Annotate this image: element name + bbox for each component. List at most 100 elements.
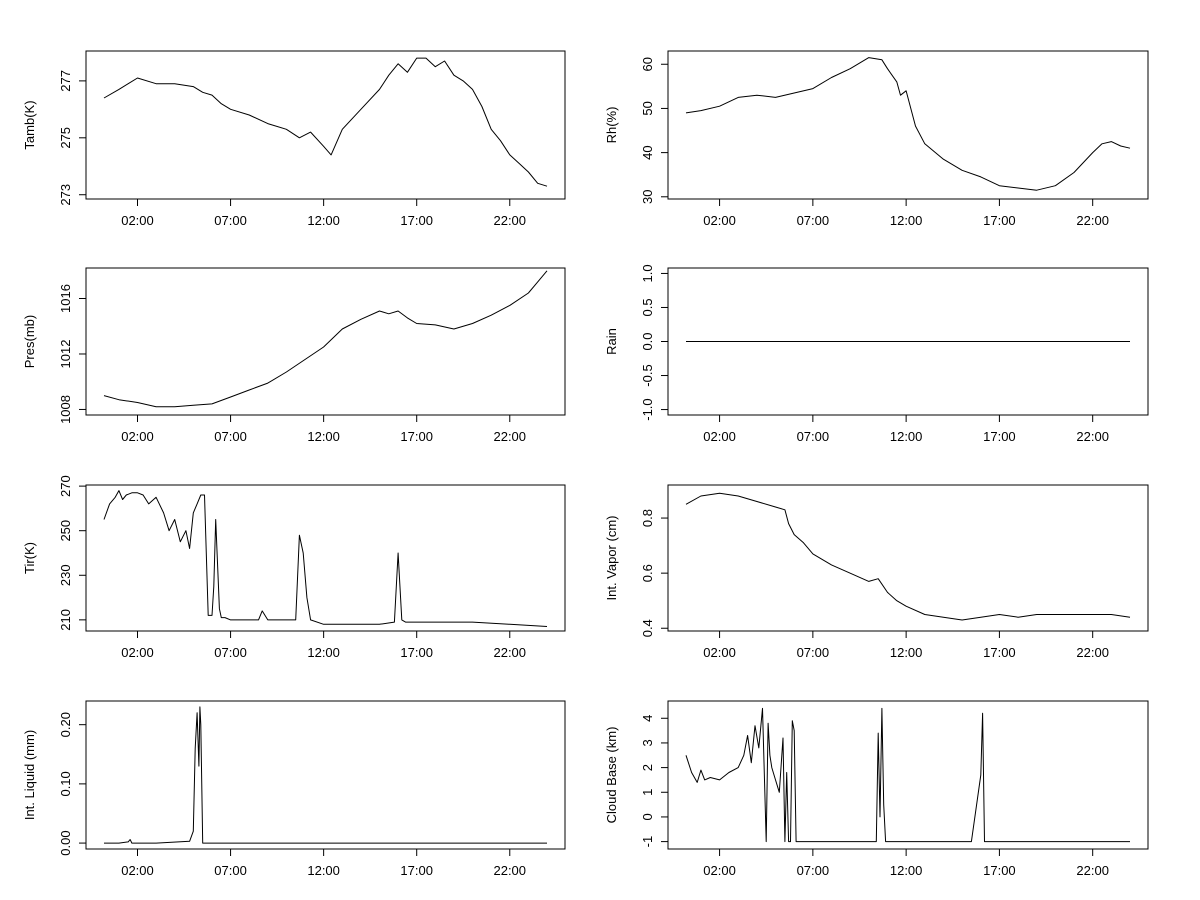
x-tick-label: 02:00 xyxy=(121,645,154,660)
y-tick-label: 4 xyxy=(640,715,655,722)
x-tick-label: 17:00 xyxy=(983,863,1016,878)
x-tick-label: 22:00 xyxy=(493,429,526,444)
plot-frame xyxy=(85,50,566,200)
x-tick-label: 12:00 xyxy=(307,863,340,878)
y-tick-label: 30 xyxy=(640,190,655,204)
y-tick-label: 0.20 xyxy=(58,712,73,737)
y-tick-label: 50 xyxy=(640,101,655,115)
x-tick-label: 07:00 xyxy=(214,863,247,878)
y-tick-label: 0.8 xyxy=(640,509,655,527)
x-tick-label: 07:00 xyxy=(214,213,247,228)
x-tick-label: 02:00 xyxy=(121,429,154,444)
x-tick-label: 22:00 xyxy=(493,863,526,878)
plot-frame xyxy=(85,484,566,632)
plot-frame xyxy=(667,50,1149,200)
x-tick-label: 17:00 xyxy=(400,213,433,228)
x-tick-label: 22:00 xyxy=(1076,429,1109,444)
x-tick-label: 22:00 xyxy=(493,213,526,228)
y-tick-label: 270 xyxy=(58,475,73,497)
x-tick-label: 07:00 xyxy=(797,213,830,228)
y-axis-label: Int. Vapor (cm) xyxy=(604,515,619,600)
y-tick-label: 277 xyxy=(58,70,73,92)
plot-frame xyxy=(667,700,1149,850)
panel-7: 02:00 07:00 12:00 17:00 22:00 0.00 0.10 0.20 Int… xyxy=(22,700,566,878)
panel-8: 02:00 07:00 12:00 17:00 22:00 -1 0 1 2 3 4 Cloud Ba… xyxy=(604,700,1149,878)
x-tick-label: 02:00 xyxy=(121,863,154,878)
x-tick-label: 12:00 xyxy=(307,645,340,660)
series-line xyxy=(103,490,548,627)
x-tick-label: 02:00 xyxy=(703,863,736,878)
y-tick-label: 1008 xyxy=(58,395,73,424)
panel-4: 02:00 07:00 12:00 17:00 22:00 -1.0 -0.5 0.0 0.5 1… xyxy=(604,264,1149,444)
y-tick-label: 3 xyxy=(640,739,655,746)
series-line xyxy=(104,706,547,844)
x-tick-label: 17:00 xyxy=(400,863,433,878)
y-axis-label: Pres(mb) xyxy=(22,315,37,368)
y-tick-label: 273 xyxy=(58,184,73,206)
x-tick-label: 02:00 xyxy=(703,213,736,228)
y-tick-label: 1.0 xyxy=(640,264,655,282)
y-tick-label: 0.6 xyxy=(640,564,655,582)
series-line xyxy=(103,270,548,408)
y-tick-label: 1 xyxy=(640,789,655,796)
y-axis-label: Rain xyxy=(604,328,619,355)
x-tick-label: 12:00 xyxy=(890,863,923,878)
plot-frame xyxy=(667,484,1149,632)
x-tick-label: 17:00 xyxy=(983,429,1016,444)
plot-frame xyxy=(85,700,566,850)
y-axis-label: Rh(%) xyxy=(604,107,619,144)
x-tick-label: 07:00 xyxy=(797,863,830,878)
plot-frame xyxy=(85,267,566,416)
x-tick-label: 17:00 xyxy=(983,213,1016,228)
y-tick-label: 210 xyxy=(58,609,73,631)
y-tick-label: 275 xyxy=(58,127,73,149)
x-tick-label: 22:00 xyxy=(1076,863,1109,878)
y-tick-label: 0.10 xyxy=(58,771,73,796)
y-axis-label: Tamb(K) xyxy=(22,100,37,149)
x-tick-label: 07:00 xyxy=(214,645,247,660)
y-tick-label: 1012 xyxy=(58,340,73,369)
y-tick-label: 230 xyxy=(58,564,73,586)
x-tick-label: 22:00 xyxy=(493,645,526,660)
y-tick-label: 1016 xyxy=(58,284,73,313)
y-axis-label: Cloud Base (km) xyxy=(604,727,619,824)
x-tick-label: 07:00 xyxy=(797,429,830,444)
y-tick-label: 0.0 xyxy=(640,332,655,350)
y-tick-label: -0.5 xyxy=(640,364,655,386)
x-tick-label: 12:00 xyxy=(890,645,923,660)
x-tick-label: 12:00 xyxy=(307,213,340,228)
y-tick-label: -1 xyxy=(640,836,655,848)
x-tick-label: 07:00 xyxy=(797,645,830,660)
x-tick-label: 12:00 xyxy=(307,429,340,444)
x-tick-label: 12:00 xyxy=(890,429,923,444)
y-tick-label: 0.5 xyxy=(640,298,655,316)
x-tick-label: 17:00 xyxy=(983,645,1016,660)
x-tick-label: 22:00 xyxy=(1076,645,1109,660)
x-tick-label: 12:00 xyxy=(890,213,923,228)
x-tick-label: 02:00 xyxy=(703,645,736,660)
series-line xyxy=(685,57,1131,191)
y-axis-label: Tir(K) xyxy=(22,542,37,574)
panel-2: 02:00 07:00 12:00 17:00 22:00 30 40 50 60 Rh(%) xyxy=(604,50,1149,228)
panel-1: 02:00 07:00 12:00 17:00 22:00 273 275 277 Tamb(K… xyxy=(22,50,566,228)
y-tick-label: 60 xyxy=(640,57,655,71)
x-tick-label: 02:00 xyxy=(121,213,154,228)
y-tick-label: 250 xyxy=(58,520,73,542)
y-axis-label: Int. Liquid (mm) xyxy=(22,730,37,820)
x-tick-label: 07:00 xyxy=(214,429,247,444)
panel-5: 02:00 07:00 12:00 17:00 22:00 210 230 250 270 Tir… xyxy=(22,475,566,660)
x-tick-label: 22:00 xyxy=(1076,213,1109,228)
x-tick-label: 02:00 xyxy=(703,429,736,444)
series-line xyxy=(103,57,548,187)
series-line xyxy=(685,707,1130,843)
y-tick-label: 2 xyxy=(640,764,655,771)
y-tick-label: 0.00 xyxy=(58,830,73,855)
panel-3: 02:00 07:00 12:00 17:00 22:00 1008 1012 1016 Pre… xyxy=(22,267,566,444)
x-tick-label: 17:00 xyxy=(400,645,433,660)
y-tick-label: 0.4 xyxy=(640,619,655,637)
y-tick-label: -1.0 xyxy=(640,398,655,420)
panel-6: 02:00 07:00 12:00 17:00 22:00 0.4 0.6 0.8 Int. V… xyxy=(604,484,1149,660)
y-tick-label: 40 xyxy=(640,145,655,159)
x-tick-label: 17:00 xyxy=(400,429,433,444)
